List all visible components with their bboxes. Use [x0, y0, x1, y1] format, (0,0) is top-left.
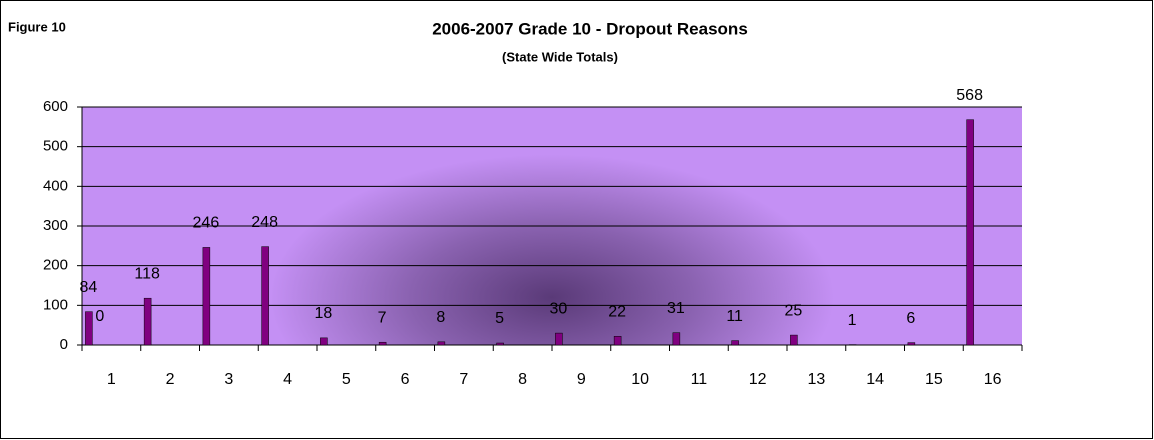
data-label: 568 — [956, 87, 983, 104]
bar — [613, 336, 622, 346]
x-tick-label: 10 — [631, 371, 649, 388]
data-label: 30 — [549, 300, 567, 317]
bar — [731, 340, 739, 346]
bar — [437, 341, 446, 346]
y-tick-label: 100 — [43, 296, 68, 313]
bar — [85, 311, 93, 346]
y-tick-label: 600 — [43, 98, 68, 115]
bar — [143, 297, 152, 346]
x-tick-label: 1 — [107, 371, 116, 388]
x-tick-label: 6 — [401, 371, 410, 388]
x-tick-label: 16 — [984, 371, 1002, 388]
y-tick-label: 300 — [43, 217, 68, 234]
data-label: 7 — [378, 309, 387, 326]
bar — [966, 119, 974, 346]
data-label: 11 — [726, 308, 743, 325]
y-tick-label: 0 — [60, 336, 68, 353]
bar — [907, 342, 916, 346]
x-tick-label: 13 — [807, 371, 825, 388]
x-tick-label: 5 — [342, 371, 351, 388]
data-label: 25 — [784, 302, 802, 319]
y-tick-label: 400 — [43, 177, 68, 194]
x-tick-label: 3 — [224, 371, 233, 388]
data-label: 1 — [848, 312, 857, 329]
x-tick-label: 2 — [166, 371, 175, 388]
data-label: 0 — [95, 308, 104, 325]
x-tick-label: 14 — [866, 371, 884, 388]
data-label: 84 — [79, 279, 97, 296]
data-label: 31 — [667, 300, 685, 317]
data-label: 8 — [436, 309, 445, 326]
x-tick-label: 15 — [925, 371, 943, 388]
data-label: 22 — [608, 303, 626, 320]
x-tick-label: 11 — [691, 371, 708, 388]
chart-subtitle: (State Wide Totals) — [502, 49, 618, 64]
bar — [672, 332, 681, 346]
y-tick-label: 500 — [43, 138, 68, 155]
bar — [202, 247, 211, 346]
data-label: 5 — [495, 310, 504, 327]
x-tick-label: 4 — [283, 371, 292, 388]
data-label: 6 — [906, 310, 915, 327]
data-label: 18 — [314, 305, 332, 322]
data-label: 118 — [134, 265, 160, 282]
bar — [555, 332, 563, 346]
bar — [790, 334, 798, 346]
data-label: 248 — [251, 214, 278, 231]
bar — [320, 337, 328, 346]
x-tick-label: 8 — [518, 371, 527, 388]
x-tick-label: 9 — [577, 371, 586, 388]
bar — [378, 341, 387, 346]
figure-label: Figure 10 — [8, 19, 66, 34]
y-tick-label: 200 — [43, 257, 68, 274]
data-label: 246 — [193, 215, 220, 232]
x-tick-label: 7 — [459, 371, 468, 388]
bar — [496, 342, 504, 346]
x-tick-label: 12 — [749, 371, 767, 388]
bar — [261, 246, 269, 346]
chart-title: 2006-2007 Grade 10 - Dropout Reasons — [432, 19, 748, 38]
